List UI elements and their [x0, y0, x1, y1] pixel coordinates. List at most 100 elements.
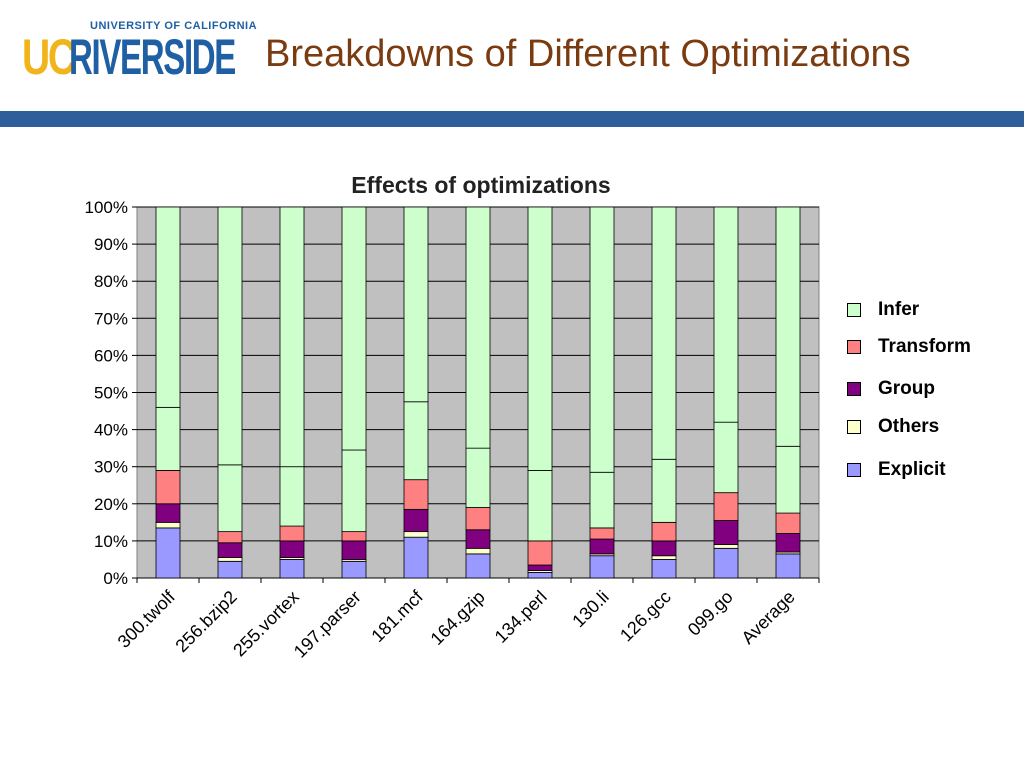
- bar-segment-explicit-099-go: [713, 547, 739, 579]
- bar-segment-transform-197-parser: [341, 531, 367, 542]
- legend-item-group: Group: [847, 378, 935, 399]
- bar-segment-others-181-mcf: [403, 531, 429, 538]
- bar-segment-transform-164-gzip: [465, 507, 491, 531]
- bar-segment-infer-rest-130-li: [589, 206, 615, 473]
- x-tick-label: 126.gcc: [616, 587, 675, 646]
- bar-segment-infer-rest-197-parser: [341, 206, 367, 451]
- bar-segment-transform-134-perl: [527, 540, 553, 566]
- bar-segment-transform-181-mcf: [403, 479, 429, 510]
- bar-segment-infer-126-gcc: [651, 458, 677, 523]
- bar-segment-infer-rest-099-go: [713, 206, 739, 423]
- bars: [155, 206, 801, 579]
- bar-segment-group-130-li: [589, 538, 615, 555]
- y-axis-ticks: 0% 10% 20% 30% 40% 50% 60% 70% 80% 90% 100%: [85, 198, 137, 588]
- bar-segment-group-255-vortex: [279, 540, 305, 558]
- legend-label-group: Group: [878, 378, 935, 399]
- x-tick-label: 099.go: [684, 587, 737, 640]
- header-divider: [0, 111, 1024, 127]
- bar-segment-group-300-twolf: [155, 503, 181, 523]
- bar-segment-explicit-181-mcf: [403, 536, 429, 579]
- legend-swatch-group: [847, 382, 861, 396]
- bar-segment-group-256-bzip2: [217, 542, 243, 558]
- bar-segment-transform-099-go: [713, 492, 739, 521]
- legend-swatch-infer: [847, 303, 861, 317]
- bar-segment-explicit-197-parser: [341, 560, 367, 579]
- bar-segment-transform-300-twolf: [155, 470, 181, 505]
- bar-segment-transform-126-gcc: [651, 521, 677, 542]
- bar-segment-transform-256-bzip2: [217, 531, 243, 544]
- x-tick-label: 164.gzip: [427, 587, 489, 649]
- legend-label-infer: Infer: [878, 299, 920, 320]
- bar-segment-explicit-164-gzip: [465, 553, 491, 579]
- ucr-logo: UNIVERSITY OF CALIFORNIA UC RIVERSIDE: [22, 18, 257, 85]
- bar-segment-others-126-gcc: [651, 555, 677, 560]
- bar-segment-transform-average: [775, 512, 801, 534]
- x-tick-label: 181.mcf: [367, 586, 427, 646]
- bar-segment-infer-300-twolf: [155, 406, 181, 471]
- bar-segment-group-126-gcc: [651, 540, 677, 557]
- bar-segment-infer-197-parser: [341, 449, 367, 533]
- bar-segment-others-099-go: [713, 544, 739, 549]
- y-tick-label: 100%: [85, 198, 128, 217]
- bar-segment-infer-130-li: [589, 471, 615, 529]
- legend-item-others: Others: [847, 416, 939, 437]
- y-tick-label: 20%: [94, 495, 128, 514]
- bar-segment-infer-rest-134-perl: [527, 206, 553, 471]
- bar-segment-group-197-parser: [341, 540, 367, 560]
- bar-segment-infer-181-mcf: [403, 401, 429, 481]
- logo-uc-text: UC: [22, 29, 76, 85]
- logo-riverside-text: RIVERSIDE: [69, 29, 236, 85]
- y-tick-label: 70%: [94, 309, 128, 328]
- bar-segment-group-181-mcf: [403, 508, 429, 533]
- legend-item-infer: Infer: [847, 299, 920, 320]
- bar-segment-explicit-130-li: [589, 555, 615, 579]
- bar-segment-infer-255-vortex: [279, 466, 305, 527]
- bar-segment-explicit-126-gcc: [651, 559, 677, 579]
- bar-segment-group-164-gzip: [465, 529, 491, 549]
- x-tick-label: Average: [738, 587, 799, 648]
- bar-segment-infer-256-bzip2: [217, 464, 243, 533]
- bar-segment-infer-164-gzip: [465, 447, 491, 508]
- bar-segment-infer-rest-181-mcf: [403, 206, 429, 403]
- bar-segment-infer-rest-average: [775, 206, 801, 447]
- x-tick-label: 300.twolf: [114, 586, 180, 652]
- bar-segment-infer-rest-256-bzip2: [217, 206, 243, 466]
- y-tick-label: 10%: [94, 532, 128, 551]
- bar-segment-transform-255-vortex: [279, 525, 305, 542]
- logo-university-text: UNIVERSITY OF CALIFORNIA: [90, 20, 258, 32]
- bar-segment-infer-099-go: [713, 421, 739, 494]
- legend-swatch-transform: [847, 340, 861, 354]
- y-tick-label: 60%: [94, 346, 128, 365]
- bar-segment-explicit-300-twolf: [155, 527, 181, 579]
- bar-segment-infer-average: [775, 445, 801, 514]
- x-tick-label: 134.perl: [491, 587, 551, 647]
- legend-swatch-explicit: [847, 463, 861, 477]
- y-tick-label: 90%: [94, 235, 128, 254]
- bar-segment-transform-130-li: [589, 527, 615, 540]
- bar-segment-group-099-go: [713, 520, 739, 546]
- bar-segment-infer-rest-255-vortex: [279, 206, 305, 468]
- y-tick-label: 80%: [94, 272, 128, 291]
- bar-segment-infer-rest-300-twolf: [155, 206, 181, 408]
- bar-segment-group-average: [775, 533, 801, 553]
- bar-segment-group-134-perl: [527, 564, 553, 571]
- bar-segment-explicit-255-vortex: [279, 559, 305, 579]
- y-tick-label: 30%: [94, 458, 128, 477]
- x-tick-label: 197.parser: [290, 587, 365, 662]
- bar-segment-infer-134-perl: [527, 470, 553, 542]
- legend-label-transform: Transform: [878, 336, 971, 357]
- legend-item-transform: Transform: [847, 336, 971, 357]
- slide-title: Breakdowns of Different Optimizations: [265, 33, 911, 75]
- y-tick-label: 0%: [103, 569, 128, 588]
- chart-legend: Infer Transform Group Others Explicit: [845, 296, 1015, 486]
- bar-segment-infer-rest-126-gcc: [651, 206, 677, 460]
- y-tick-label: 50%: [94, 384, 128, 403]
- bar-segment-explicit-134-perl: [527, 572, 553, 579]
- legend-item-explicit: Explicit: [847, 459, 946, 480]
- legend-swatch-others: [847, 420, 861, 434]
- y-tick-label: 40%: [94, 421, 128, 440]
- bar-segment-explicit-256-bzip2: [217, 560, 243, 579]
- bar-segment-others-164-gzip: [465, 547, 491, 555]
